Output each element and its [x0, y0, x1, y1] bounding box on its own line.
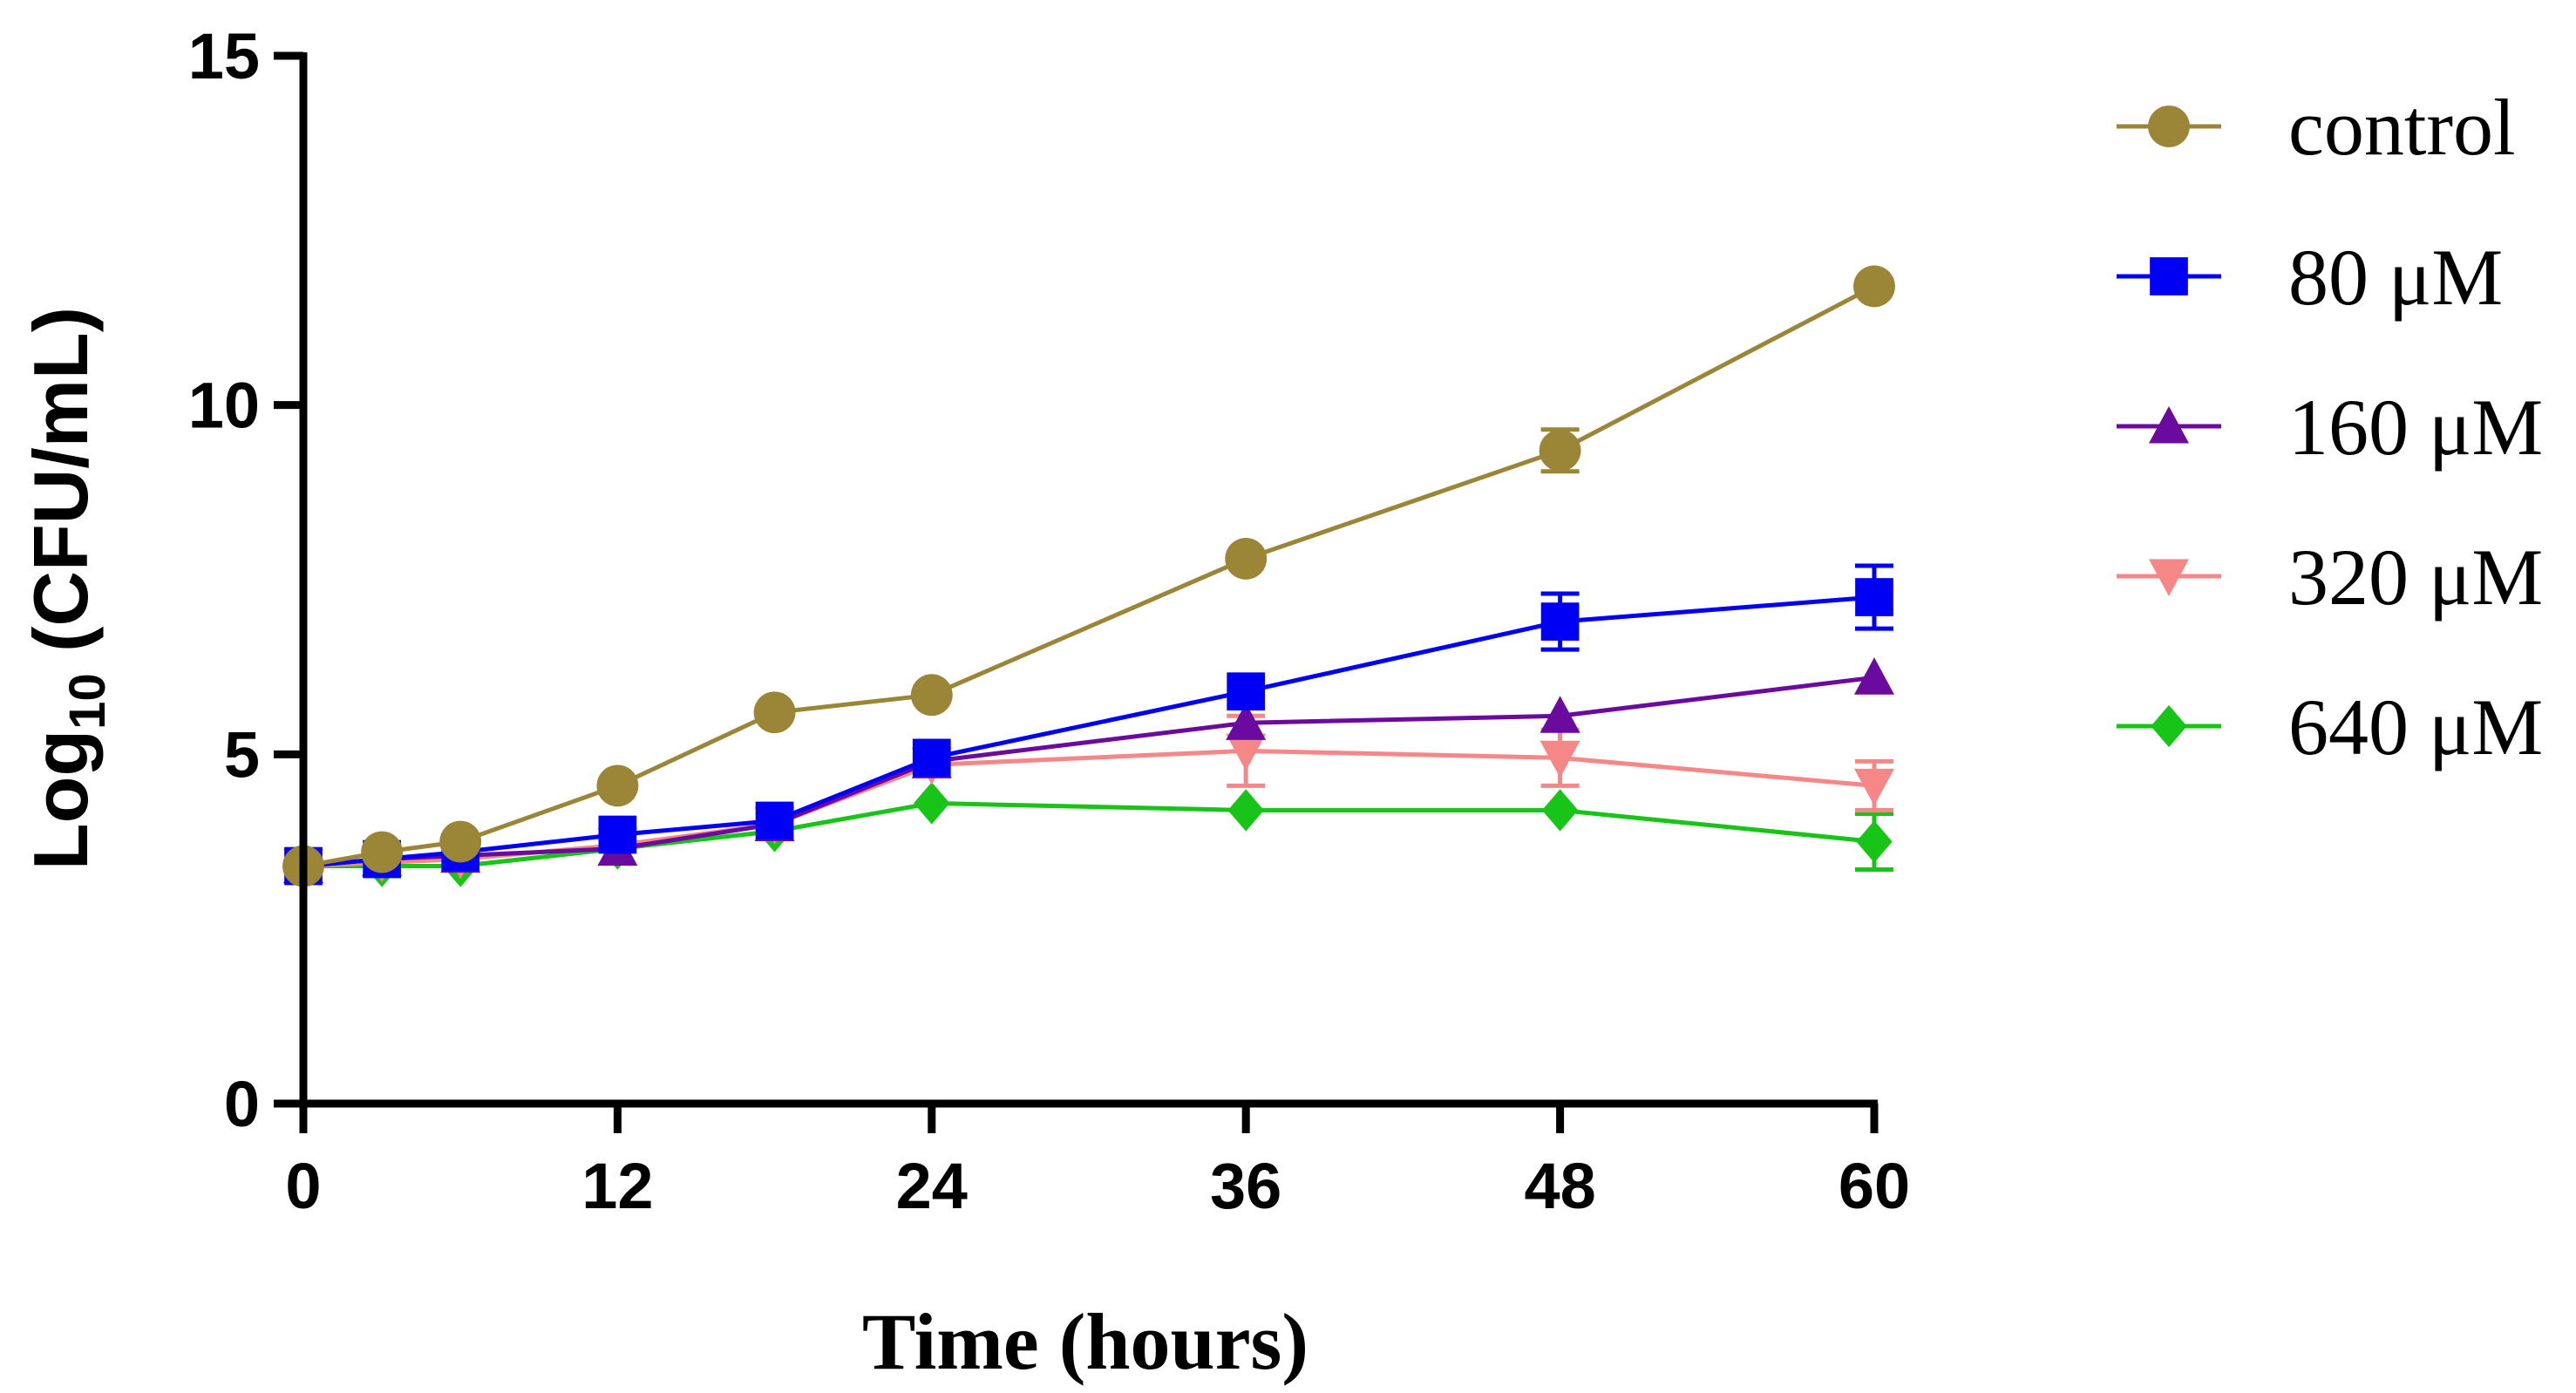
x-tick-label: 12 — [581, 1150, 653, 1222]
legend-item: 320 μM — [2117, 533, 2543, 622]
data-point — [1226, 703, 1267, 740]
y-tick-label: 10 — [188, 370, 260, 442]
series-4 — [285, 782, 1893, 887]
data-point — [598, 815, 637, 854]
data-point — [755, 801, 794, 840]
data-point — [1854, 768, 1894, 806]
data-point — [1853, 265, 1895, 308]
y-axis-title: Log10 (CFU/mL) — [17, 307, 116, 870]
series-line — [302, 284, 1876, 869]
data-point — [912, 738, 951, 778]
legend-label: 80 μM — [2288, 233, 2503, 322]
legend-label: 320 μM — [2288, 533, 2543, 622]
legend-marker — [2151, 704, 2187, 748]
data-point — [1225, 538, 1268, 580]
axes: 0 5 10 15 0 12 24 36 48 60 — [188, 20, 1910, 1222]
data-point — [1855, 578, 1893, 616]
legend-marker — [2148, 105, 2190, 147]
x-tick-label: 36 — [1210, 1150, 1281, 1222]
legend-label: 160 μM — [2288, 383, 2543, 472]
legend-marker — [2149, 406, 2189, 444]
y-axis-title-rest: (CFU/mL) — [17, 307, 104, 673]
x-tick-label: 24 — [896, 1150, 968, 1222]
data-point — [1541, 789, 1579, 832]
series-line — [302, 595, 1875, 869]
y-tick-label: 0 — [224, 1068, 260, 1140]
plot-area — [282, 265, 1895, 887]
data-point — [914, 782, 950, 825]
legend-label: control — [2288, 83, 2516, 172]
series-2 — [283, 657, 1894, 884]
x-tick-label: 0 — [285, 1150, 321, 1222]
data-point — [1539, 696, 1580, 733]
x-axis-title: Time (hours) — [862, 1297, 1308, 1386]
data-point — [1540, 602, 1580, 641]
series-line — [302, 675, 1875, 869]
x-tick-label: 48 — [1524, 1150, 1595, 1222]
legend-marker — [2150, 257, 2188, 296]
data-point — [1227, 672, 1266, 711]
data-point — [361, 831, 404, 873]
data-point — [1539, 429, 1581, 472]
y-axis-title-subscript: 10 — [59, 673, 116, 730]
legend-item: 80 μM — [2117, 233, 2503, 322]
series-1 — [284, 563, 1893, 886]
y-tick-label: 5 — [224, 718, 260, 791]
series-0 — [282, 265, 1895, 887]
data-point — [439, 820, 482, 863]
y-axis-title-main: Log — [17, 730, 104, 870]
data-point — [1227, 789, 1264, 832]
data-point — [1854, 657, 1894, 695]
data-point — [596, 764, 639, 807]
data-point — [1539, 740, 1580, 778]
legend-item: 640 μM — [2117, 683, 2543, 771]
legend-label: 640 μM — [2288, 683, 2543, 771]
legend-item: control — [2117, 83, 2516, 172]
data-point — [910, 674, 953, 717]
data-point — [1856, 820, 1893, 863]
legend-item: 160 μM — [2117, 383, 2543, 472]
data-point — [753, 691, 796, 734]
legend: control 80 μM 160 μM 320 μM 640 μM — [2117, 83, 2543, 771]
y-tick-label: 15 — [188, 20, 260, 92]
x-tick-label: 60 — [1839, 1150, 1910, 1222]
legend-marker — [2149, 559, 2189, 596]
data-point — [1226, 733, 1267, 771]
